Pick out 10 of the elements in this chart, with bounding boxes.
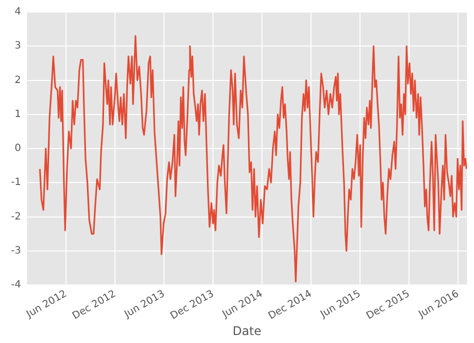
y-tick-label: 0 — [14, 143, 21, 154]
y-tick-label: -3 — [11, 245, 21, 256]
y-tick-label: 4 — [14, 6, 21, 18]
y-tick-label: 1 — [14, 108, 21, 120]
y-tick-label: 2 — [14, 74, 21, 86]
y-tick-label: -4 — [11, 280, 21, 291]
y-tick-label: -2 — [11, 211, 21, 222]
y-tick-label: 3 — [14, 40, 21, 52]
x-axis-title: Date — [232, 324, 262, 338]
y-tick-label: -1 — [11, 177, 21, 188]
